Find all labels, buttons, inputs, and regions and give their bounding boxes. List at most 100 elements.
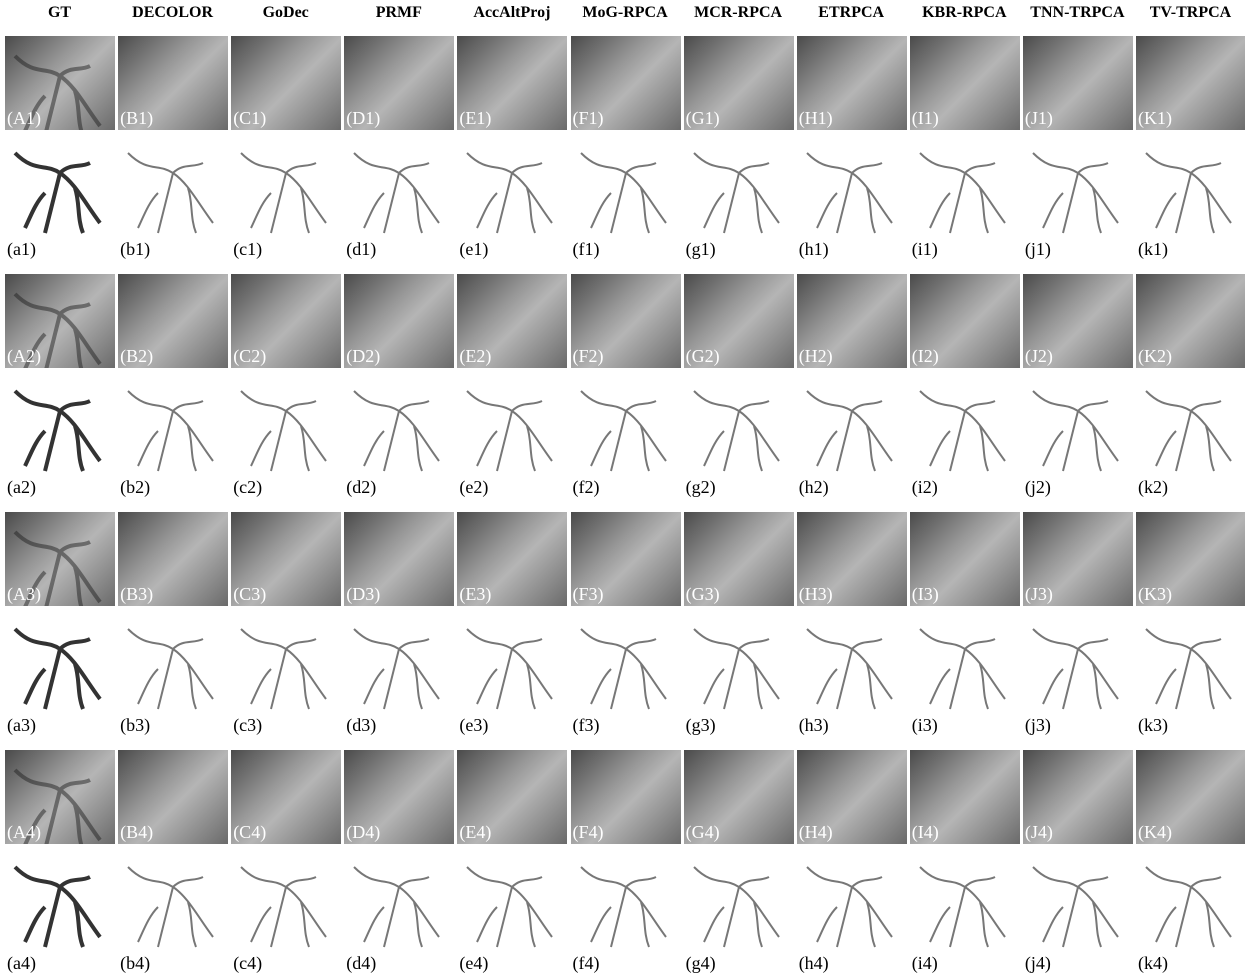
panel-label: (B3) <box>120 584 153 605</box>
panel-label: (i1) <box>912 239 938 260</box>
foreground-panel: (b1) <box>118 133 228 261</box>
panel-label: (J3) <box>1025 584 1053 605</box>
foreground-panel: (j3) <box>1023 609 1133 737</box>
column-header: KBR-RPCA <box>908 4 1021 22</box>
panel-label: (A1) <box>7 108 41 129</box>
panel-label: (D4) <box>346 822 380 843</box>
panel-label: (e4) <box>459 953 488 974</box>
panel-label: (j3) <box>1025 715 1051 736</box>
panel-label: (J2) <box>1025 346 1053 367</box>
image-panel: (H3) <box>797 512 907 606</box>
foreground-panel: (f2) <box>571 371 681 499</box>
panel-label: (f2) <box>573 477 600 498</box>
column-header: PRMF <box>342 4 455 22</box>
column-header: GT <box>3 4 116 22</box>
foreground-panel: (a1) <box>5 133 115 261</box>
foreground-panel: (d4) <box>344 847 454 975</box>
panel-label: (I1) <box>912 108 939 129</box>
panel-label: (f1) <box>573 239 600 260</box>
panel-label: (C3) <box>233 584 266 605</box>
foreground-panel: (c4) <box>231 847 341 975</box>
image-panel: (E4) <box>457 750 567 844</box>
foreground-panel: (j1) <box>1023 133 1133 261</box>
foreground-panel: (f3) <box>571 609 681 737</box>
panel-label: (f4) <box>573 953 600 974</box>
panel-label: (B4) <box>120 822 153 843</box>
column-header: DECOLOR <box>116 4 229 22</box>
column-header: MCR-RPCA <box>682 4 795 22</box>
panel-label: (g4) <box>686 953 716 974</box>
panel-label: (k4) <box>1138 953 1168 974</box>
panel-label: (a2) <box>7 477 36 498</box>
panel-label: (h2) <box>799 477 829 498</box>
foreground-panel: (i3) <box>910 609 1020 737</box>
foreground-panel: (e3) <box>457 609 567 737</box>
panel-label: (c2) <box>233 477 262 498</box>
image-panel: (I1) <box>910 36 1020 130</box>
panel-label: (G2) <box>686 346 720 367</box>
panel-label: (F4) <box>573 822 604 843</box>
panel-label: (E1) <box>459 108 491 129</box>
panel-label: (c1) <box>233 239 262 260</box>
image-panel: (B3) <box>118 512 228 606</box>
panel-label: (g3) <box>686 715 716 736</box>
panel-label: (e1) <box>459 239 488 260</box>
foreground-panel: (g4) <box>684 847 794 975</box>
foreground-panel: (i2) <box>910 371 1020 499</box>
image-panel: (F1) <box>571 36 681 130</box>
panel-label: (b3) <box>120 715 150 736</box>
column-header: TV-TRPCA <box>1134 4 1245 22</box>
foreground-panel: (k1) <box>1136 133 1245 261</box>
image-panel: (C1) <box>231 36 341 130</box>
foreground-panel: (e2) <box>457 371 567 499</box>
panel-label: (e3) <box>459 715 488 736</box>
panel-label: (E2) <box>459 346 491 367</box>
image-panel: (A2) <box>5 274 115 368</box>
panel-label: (j2) <box>1025 477 1051 498</box>
image-panel: (H1) <box>797 36 907 130</box>
image-panel: (D3) <box>344 512 454 606</box>
panel-label: (a3) <box>7 715 36 736</box>
foreground-panel: (d1) <box>344 133 454 261</box>
panel-label: (G1) <box>686 108 720 129</box>
foreground-panel: (h4) <box>797 847 907 975</box>
image-panel: (D2) <box>344 274 454 368</box>
panel-label: (H2) <box>799 346 833 367</box>
panel-label: (H4) <box>799 822 833 843</box>
panel-label: (h4) <box>799 953 829 974</box>
panel-label: (c4) <box>233 953 262 974</box>
image-panel: (C4) <box>231 750 341 844</box>
image-panel: (G3) <box>684 512 794 606</box>
foreground-panel: (g3) <box>684 609 794 737</box>
image-panel: (H2) <box>797 274 907 368</box>
foreground-panel: (d2) <box>344 371 454 499</box>
image-panel: (B4) <box>118 750 228 844</box>
foreground-panel: (f1) <box>571 133 681 261</box>
panel-label: (A4) <box>7 822 41 843</box>
image-panel: (G2) <box>684 274 794 368</box>
image-panel: (F4) <box>571 750 681 844</box>
panel-label: (D3) <box>346 584 380 605</box>
image-panel: (F3) <box>571 512 681 606</box>
foreground-panel: (c2) <box>231 371 341 499</box>
panel-label: (C1) <box>233 108 266 129</box>
panel-label: (I4) <box>912 822 939 843</box>
image-panel: (I4) <box>910 750 1020 844</box>
panel-label: (i3) <box>912 715 938 736</box>
image-panel: (K1) <box>1136 36 1245 130</box>
panel-label: (j4) <box>1025 953 1051 974</box>
panel-label: (i4) <box>912 953 938 974</box>
image-panel: (B2) <box>118 274 228 368</box>
panel-label: (g1) <box>686 239 716 260</box>
foreground-panel: (i1) <box>910 133 1020 261</box>
panel-label: (j1) <box>1025 239 1051 260</box>
panel-label: (f3) <box>573 715 600 736</box>
panel-label: (a4) <box>7 953 36 974</box>
foreground-panel: (h1) <box>797 133 907 261</box>
foreground-panel: (k2) <box>1136 371 1245 499</box>
image-panel: (K2) <box>1136 274 1245 368</box>
panel-label: (d1) <box>346 239 376 260</box>
column-header: GoDec <box>229 4 342 22</box>
foreground-panel: (g2) <box>684 371 794 499</box>
panel-label: (K2) <box>1138 346 1172 367</box>
